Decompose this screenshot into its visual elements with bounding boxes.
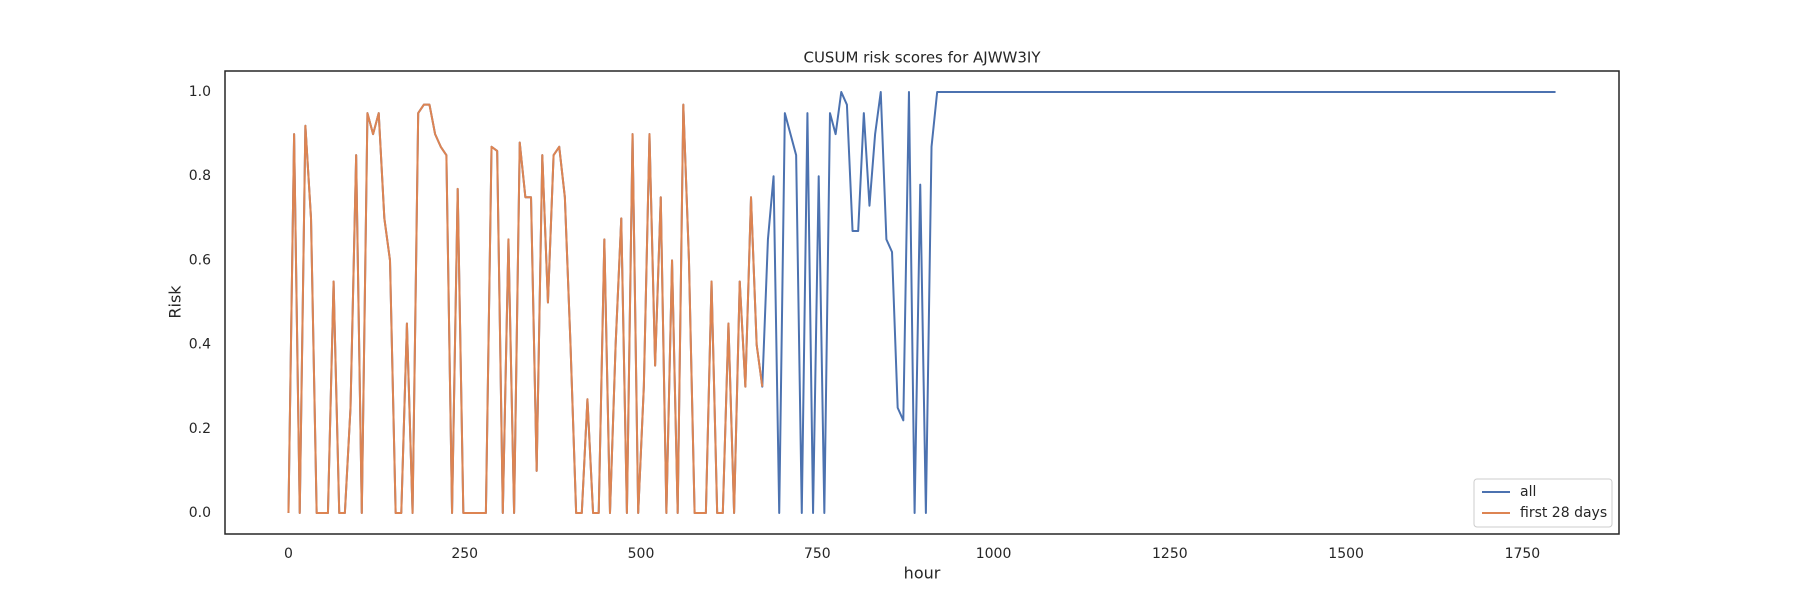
y-tick-label: 1.0 — [189, 84, 211, 100]
x-tick-label: 750 — [804, 546, 831, 562]
axes-frame — [224, 70, 1620, 535]
x-tick-label: 0 — [284, 546, 293, 562]
x-tick-label: 250 — [451, 546, 478, 562]
x-tick-label: 1750 — [1505, 546, 1541, 562]
y-tick-label: 0.0 — [189, 505, 211, 521]
chart-title: CUSUM risk scores for AJWW3IY — [803, 49, 1041, 67]
x-tick-label: 1000 — [976, 546, 1012, 562]
y-tick-label: 0.4 — [189, 337, 211, 353]
y-tick-label: 0.8 — [189, 168, 211, 184]
x-tick-label: 500 — [628, 546, 655, 562]
y-axis-label: Risk — [166, 285, 185, 319]
y-tick-label: 0.2 — [189, 421, 211, 437]
x-axis-label: hour — [904, 564, 941, 583]
legend-label: all — [1520, 484, 1536, 500]
x-tick-label: 1500 — [1328, 546, 1364, 562]
series-line — [287, 91, 1556, 514]
y-tick-label: 0.6 — [189, 252, 211, 268]
series-line — [287, 103, 764, 514]
legend-label: first 28 days — [1520, 505, 1607, 521]
x-tick-label: 1250 — [1152, 546, 1188, 562]
